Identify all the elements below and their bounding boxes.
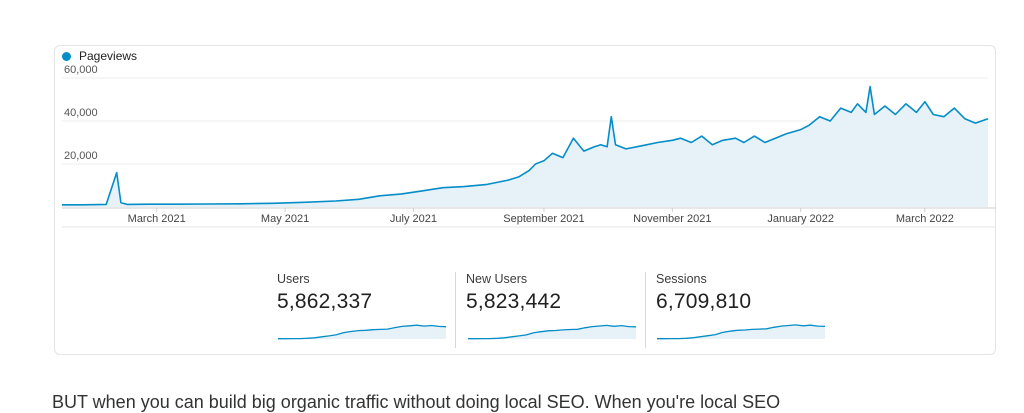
metric-label: Users xyxy=(277,272,310,286)
legend-label: Pageviews xyxy=(79,49,138,63)
pageviews-line xyxy=(62,85,989,206)
metric-label: Sessions xyxy=(656,272,707,286)
legend-dot-icon xyxy=(62,51,71,61)
metric-label: New Users xyxy=(466,272,528,286)
x-tick-label: November 2021 xyxy=(633,213,711,225)
x-tick-label: January 2022 xyxy=(767,213,834,225)
pageviews-chart: 20,000 40,000 60,000 March 2021 May 2021 July… xyxy=(62,64,996,228)
sparkline-sessions xyxy=(657,324,826,340)
sparkline-area xyxy=(657,324,825,339)
chart-legend[interactable]: Pageviews xyxy=(62,48,137,64)
x-tick-label: March 2021 xyxy=(128,213,186,225)
metric-divider xyxy=(645,272,646,348)
pageviews-area xyxy=(62,86,988,207)
y-tick-label: 20,000 xyxy=(64,150,98,162)
metric-new-users[interactable]: New Users 5,823,442 xyxy=(466,272,641,314)
metric-value: 5,862,337 xyxy=(277,290,373,313)
sparkline-line xyxy=(468,324,637,340)
x-tick-label: September 2021 xyxy=(503,213,584,225)
article-text: BUT when you can build big organic traff… xyxy=(52,392,781,412)
metric-divider xyxy=(455,272,456,348)
x-tick-label: March 2022 xyxy=(896,213,954,225)
sparkline-new-users xyxy=(468,324,637,340)
sparkline-line xyxy=(278,324,447,340)
metric-sessions[interactable]: Sessions 6,709,810 xyxy=(656,272,831,314)
sparkline-area xyxy=(468,325,636,339)
sparkline-area xyxy=(278,325,446,339)
metric-value: 6,709,810 xyxy=(656,290,752,313)
x-tick-label: May 2021 xyxy=(261,213,309,225)
y-tick-label: 40,000 xyxy=(64,107,98,119)
sparkline-line xyxy=(657,324,826,340)
sparkline-users xyxy=(278,324,447,340)
x-tick-label: July 2021 xyxy=(390,213,437,225)
metric-value: 5,823,442 xyxy=(466,290,562,313)
metric-users[interactable]: Users 5,862,337 xyxy=(277,272,452,314)
y-tick-label: 60,000 xyxy=(64,64,98,76)
